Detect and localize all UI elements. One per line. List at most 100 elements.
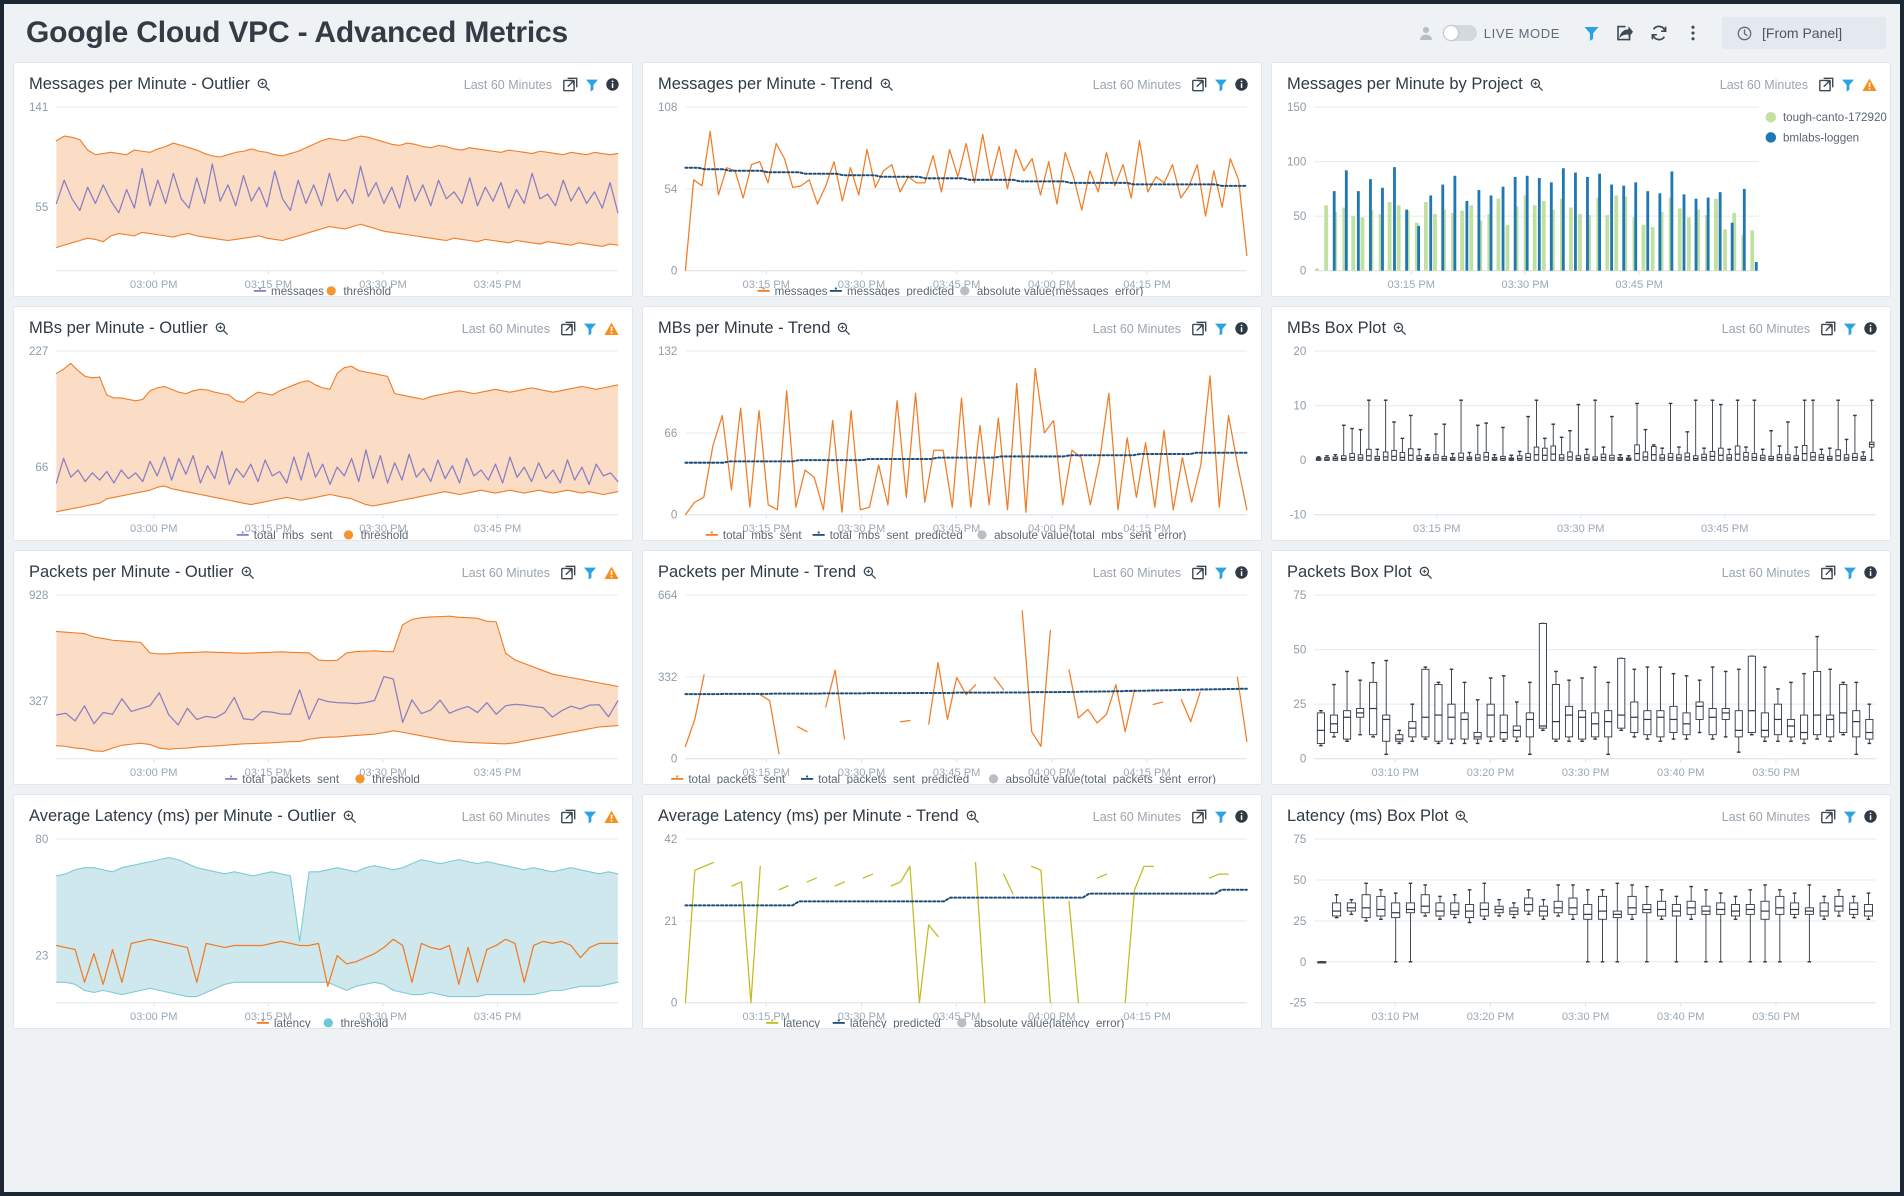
panel-chart[interactable]: 42 21 0 03:15 PM 03:30 PM 03:45 PM 04:00 PM 04:… xyxy=(643,827,1261,1029)
panel-chart[interactable]: 227 66 03:00 PM 03:15 PM 03:30 PM 03:45 PM tot… xyxy=(14,339,632,540)
warning-icon[interactable] xyxy=(604,322,619,336)
svg-text:03:15 PM: 03:15 PM xyxy=(743,1011,790,1023)
magnifier-icon[interactable] xyxy=(1530,78,1543,91)
svg-text:10: 10 xyxy=(1293,400,1306,413)
panel-chart[interactable]: 80 23 03:00 PM 03:15 PM 03:30 PM 03:45 PM late… xyxy=(14,827,632,1028)
warning-icon[interactable] xyxy=(604,810,619,824)
panel-chart[interactable]: 108 54 0 03:15 PM 03:30 PM 03:45 PM 04:00 PM 04… xyxy=(643,95,1261,296)
info-icon[interactable] xyxy=(1235,810,1248,823)
svg-text:50: 50 xyxy=(1293,874,1306,887)
magnifier-icon[interactable] xyxy=(241,566,254,579)
svg-text:0: 0 xyxy=(671,753,677,766)
user-icon xyxy=(1416,16,1436,50)
filter-icon[interactable] xyxy=(583,566,597,580)
panel-chart[interactable]: 928 327 03:00 PM 03:15 PM 03:30 PM 03:45 PM to… xyxy=(14,583,632,785)
panel-chart[interactable]: 141 55 03:00 PM 03:15 PM 03:30 PM 03:45 PM mes… xyxy=(14,95,632,297)
info-icon[interactable] xyxy=(1864,810,1877,823)
filter-icon[interactable] xyxy=(1843,566,1857,580)
info-icon[interactable] xyxy=(1864,566,1877,579)
svg-text:108: 108 xyxy=(658,101,677,114)
panel-header-actions: Last 60 Minutes xyxy=(464,77,619,92)
panel-chart[interactable]: 132 66 0 03:15 PM 03:30 PM 03:45 PM 04:00 PM 04… xyxy=(643,339,1261,541)
panel-chart[interactable]: 664 332 0 03:15 PM 03:30 PM 03:45 PM 04:00 PM 0… xyxy=(643,583,1261,784)
filter-icon[interactable] xyxy=(583,322,597,336)
magnifier-icon[interactable] xyxy=(1419,566,1432,579)
filter-icon[interactable] xyxy=(1214,566,1228,580)
filter-icon[interactable] xyxy=(1843,810,1857,824)
info-icon[interactable] xyxy=(1235,322,1248,335)
external-link-icon[interactable] xyxy=(1192,77,1207,92)
external-link-icon[interactable] xyxy=(561,565,576,580)
magnifier-icon[interactable] xyxy=(863,566,876,579)
svg-text:0: 0 xyxy=(671,997,677,1010)
svg-text:-25: -25 xyxy=(1290,997,1307,1010)
panel-packets-box-plot: Packets Box Plot Last 60 Minutes 75 50 25 0 03… xyxy=(1271,550,1891,785)
magnifier-icon[interactable] xyxy=(966,810,979,823)
filter-icon[interactable] xyxy=(1843,322,1857,336)
panel-packets-trend: Packets per Minute - Trend Last 60 Minute… xyxy=(642,550,1262,785)
magnifier-icon[interactable] xyxy=(257,78,270,91)
panel-header: MBs Box Plot Last 60 Minutes xyxy=(1272,307,1890,339)
warning-icon[interactable] xyxy=(604,566,619,580)
info-icon[interactable] xyxy=(606,78,619,91)
external-link-icon[interactable] xyxy=(1819,77,1834,92)
external-link-icon[interactable] xyxy=(1821,809,1836,824)
info-icon[interactable] xyxy=(1864,322,1877,335)
external-link-icon[interactable] xyxy=(563,77,578,92)
magnifier-icon[interactable] xyxy=(343,810,356,823)
external-link-icon[interactable] xyxy=(1192,321,1207,336)
panel-chart[interactable]: 75 50 25 0 03:10 PM 03:20 PM 03:30 PM 03:40 PM 0… xyxy=(1272,583,1890,784)
filter-icon[interactable] xyxy=(1841,78,1855,92)
info-icon[interactable] xyxy=(1235,566,1248,579)
filter-icon[interactable] xyxy=(1214,322,1228,336)
share-icon[interactable] xyxy=(1608,16,1642,50)
panel-chart[interactable]: 75 50 25 0 -25 03:10 PM 03:20 PM 03:30 PM 03:40 … xyxy=(1272,827,1890,1028)
external-link-icon[interactable] xyxy=(1192,565,1207,580)
filter-icon[interactable] xyxy=(1214,810,1228,824)
panel-chart[interactable]: 20 10 0 -10 03:15 PM 03:30 PM 03:45 PM xyxy=(1272,339,1890,540)
refresh-icon[interactable] xyxy=(1642,16,1676,50)
svg-text:0: 0 xyxy=(1300,454,1306,467)
svg-text:absolute value(latency_error): absolute value(latency_error) xyxy=(974,1017,1124,1029)
panel-header: Packets Box Plot Last 60 Minutes xyxy=(1272,551,1890,583)
svg-text:latency_predicted: latency_predicted xyxy=(850,1017,941,1029)
svg-text:928: 928 xyxy=(29,589,48,602)
panel-title: Packets Box Plot xyxy=(1287,563,1412,581)
svg-text:25: 25 xyxy=(1293,698,1306,711)
filter-icon[interactable] xyxy=(1574,16,1608,50)
panel-time-range: Last 60 Minutes xyxy=(1721,321,1810,336)
external-link-icon[interactable] xyxy=(1192,809,1207,824)
svg-text:03:15 PM: 03:15 PM xyxy=(245,767,292,779)
external-link-icon[interactable] xyxy=(561,809,576,824)
kebab-menu-icon[interactable] xyxy=(1676,16,1710,50)
svg-text:03:45 PM: 03:45 PM xyxy=(474,1011,521,1023)
time-range-picker[interactable]: [From Panel] xyxy=(1722,17,1886,49)
external-link-icon[interactable] xyxy=(1821,565,1836,580)
info-icon[interactable] xyxy=(1235,78,1248,91)
external-link-icon[interactable] xyxy=(1821,321,1836,336)
svg-text:threshold: threshold xyxy=(372,773,420,785)
svg-text:03:15 PM: 03:15 PM xyxy=(245,1011,292,1023)
panel-time-range: Last 60 Minutes xyxy=(1092,565,1181,580)
panel-mbs-outlier: MBs per Minute - Outlier Last 60 Minutes 2… xyxy=(13,306,633,541)
live-mode-control[interactable]: LIVE MODE xyxy=(1416,16,1560,50)
svg-text:absolute value(total_mbs_sent_: absolute value(total_mbs_sent_error) xyxy=(994,529,1186,541)
magnifier-icon[interactable] xyxy=(1393,322,1406,335)
magnifier-icon[interactable] xyxy=(1455,810,1469,823)
svg-text:03:30 PM: 03:30 PM xyxy=(1501,279,1548,291)
warning-icon[interactable] xyxy=(1862,78,1877,92)
svg-text:03:30 PM: 03:30 PM xyxy=(1557,523,1604,535)
magnifier-icon[interactable] xyxy=(880,78,893,91)
svg-text:bmlabs-loggen: bmlabs-loggen xyxy=(1783,131,1859,144)
magnifier-icon[interactable] xyxy=(837,322,851,335)
filter-icon[interactable] xyxy=(583,810,597,824)
live-mode-toggle[interactable] xyxy=(1442,25,1477,41)
svg-text:03:45 PM: 03:45 PM xyxy=(1701,523,1748,535)
svg-text:messages: messages xyxy=(271,285,324,297)
panel-title: Messages per Minute by Project xyxy=(1287,75,1523,93)
external-link-icon[interactable] xyxy=(561,321,576,336)
filter-icon[interactable] xyxy=(585,78,599,92)
filter-icon[interactable] xyxy=(1214,78,1228,92)
panel-chart[interactable]: 150 100 50 0 03:15 PM 03:30 PM 03:45 PM tough-c… xyxy=(1272,95,1890,296)
magnifier-icon[interactable] xyxy=(215,322,228,335)
